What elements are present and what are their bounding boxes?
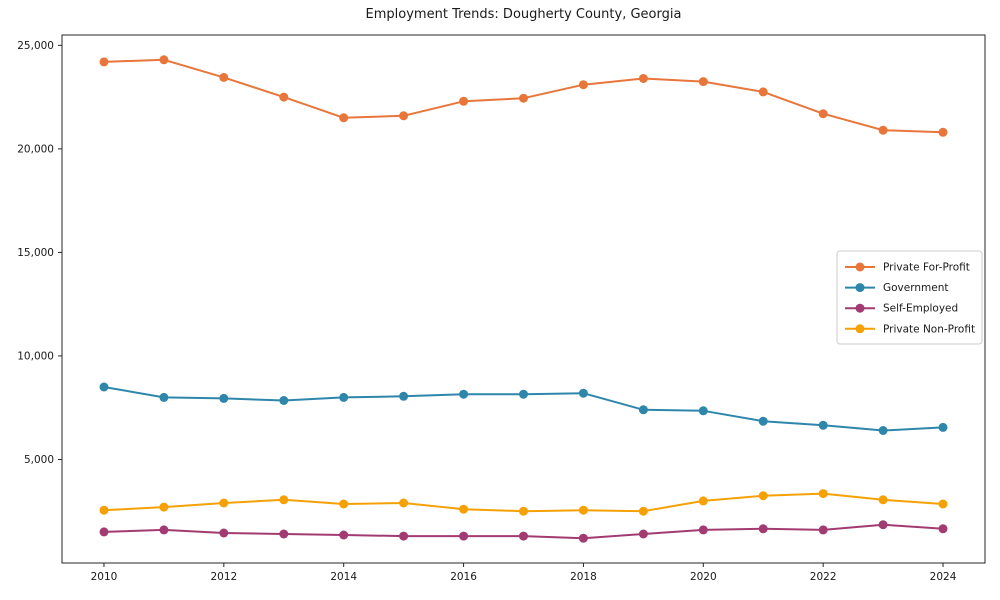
legend-label: Self-Employed	[883, 303, 958, 315]
data-point-government	[938, 422, 948, 432]
data-point-private-for-profit	[459, 96, 469, 106]
data-point-self-employed	[638, 529, 648, 539]
data-point-private-for-profit	[219, 72, 229, 82]
legend-marker	[855, 303, 865, 313]
x-tick-label: 2020	[690, 571, 717, 583]
data-point-government	[99, 382, 109, 392]
x-tick-label: 2022	[810, 571, 837, 583]
x-tick-label: 2012	[210, 571, 237, 583]
data-point-private-non-profit	[99, 505, 109, 515]
legend-box	[836, 250, 983, 345]
y-tick-label: 25,000	[17, 40, 54, 52]
data-point-private-for-profit	[758, 87, 768, 97]
data-point-government	[698, 406, 708, 416]
x-tick-label: 2024	[930, 571, 957, 583]
legend-marker	[855, 324, 865, 334]
data-point-private-for-profit	[99, 57, 109, 67]
y-tick-label: 10,000	[17, 350, 54, 362]
data-point-government	[818, 420, 828, 430]
data-point-private-for-profit	[578, 80, 588, 90]
data-point-private-non-profit	[818, 489, 828, 499]
data-point-private-non-profit	[399, 498, 409, 508]
legend-label: Private For-Profit	[883, 262, 970, 274]
data-point-government	[279, 396, 289, 405]
data-point-government	[399, 391, 409, 401]
legend-label: Private Non-Profit	[883, 323, 975, 335]
data-point-self-employed	[758, 524, 768, 534]
y-tick-label: 15,000	[17, 247, 54, 259]
data-point-government	[159, 392, 169, 402]
legend-marker	[855, 262, 865, 272]
data-point-private-non-profit	[938, 499, 948, 509]
data-point-private-non-profit	[279, 495, 289, 505]
x-tick-label: 2014	[330, 571, 357, 583]
chart-title: Employment Trends: Dougherty County, Geo…	[365, 7, 682, 22]
x-tick-label: 2010	[91, 571, 118, 583]
data-point-government	[459, 389, 469, 399]
data-point-self-employed	[818, 525, 828, 535]
data-point-self-employed	[99, 527, 109, 537]
data-point-government	[638, 405, 648, 415]
data-point-self-employed	[219, 528, 229, 538]
data-point-private-for-profit	[818, 109, 828, 119]
y-tick-label: 20,000	[17, 143, 54, 155]
data-point-private-for-profit	[519, 93, 528, 103]
legend-label: Government	[883, 282, 948, 294]
data-point-private-for-profit	[638, 74, 648, 83]
data-point-private-for-profit	[878, 125, 888, 135]
data-point-self-employed	[399, 531, 409, 541]
data-point-self-employed	[339, 530, 349, 540]
data-point-private-non-profit	[219, 498, 229, 508]
data-point-private-for-profit	[279, 92, 289, 102]
x-tick-label: 2016	[450, 571, 477, 583]
data-point-self-employed	[159, 525, 169, 535]
data-point-self-employed	[279, 529, 289, 539]
plot-area	[61, 34, 986, 564]
legend-marker	[855, 283, 865, 293]
data-point-self-employed	[878, 520, 888, 530]
data-point-private-for-profit	[339, 113, 349, 123]
data-point-private-non-profit	[339, 499, 349, 509]
data-point-government	[578, 388, 588, 398]
data-point-private-non-profit	[519, 506, 528, 516]
data-point-self-employed	[938, 524, 948, 534]
data-point-self-employed	[698, 525, 708, 535]
data-point-private-non-profit	[578, 505, 588, 515]
y-tick-label: 5,000	[24, 454, 54, 466]
x-tick-label: 2018	[570, 571, 597, 583]
data-point-government	[519, 389, 528, 399]
data-point-government	[878, 426, 888, 435]
data-point-private-non-profit	[638, 506, 648, 516]
data-point-private-non-profit	[878, 495, 888, 505]
data-point-private-non-profit	[159, 502, 169, 512]
data-point-private-for-profit	[399, 111, 409, 121]
data-point-private-for-profit	[159, 55, 169, 65]
data-point-self-employed	[519, 531, 528, 541]
data-point-government	[758, 416, 768, 426]
data-point-government	[219, 393, 229, 403]
data-point-self-employed	[578, 533, 588, 543]
data-point-government	[339, 392, 349, 402]
data-point-private-non-profit	[758, 491, 768, 501]
data-point-private-non-profit	[698, 496, 708, 506]
data-point-self-employed	[459, 531, 469, 541]
data-point-private-non-profit	[459, 504, 469, 514]
data-point-private-for-profit	[698, 77, 708, 87]
data-point-private-for-profit	[938, 127, 948, 137]
